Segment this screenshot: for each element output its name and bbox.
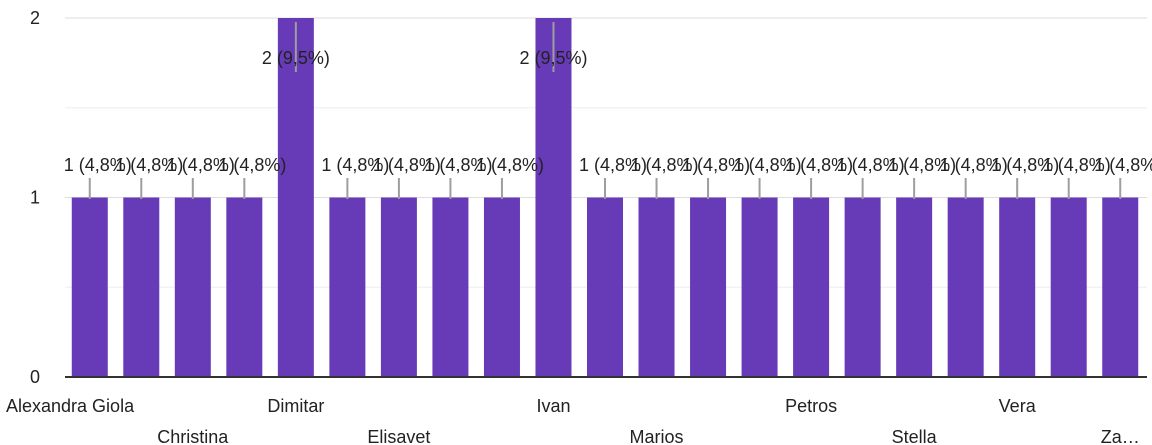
category-label: Vera <box>999 396 1037 416</box>
category-label: Elisavet <box>367 427 430 445</box>
bar <box>844 197 881 377</box>
bar <box>535 18 572 377</box>
data-label: 1 (4,8%) <box>631 155 699 175</box>
category-label: Petros <box>785 396 837 416</box>
bar <box>896 197 933 377</box>
category-label: Dimitar <box>267 396 324 416</box>
bar <box>226 197 263 377</box>
y-tick-label: 1 <box>30 188 40 208</box>
data-label: 1 (4,8%) <box>991 155 1059 175</box>
bar <box>587 197 623 377</box>
category-label: Za… <box>1101 427 1140 445</box>
data-label: 1 (4,8%) <box>682 155 750 175</box>
bar <box>638 197 675 377</box>
category-label: Ivan <box>536 396 570 416</box>
y-tick-label: 0 <box>30 367 40 387</box>
data-label: 1 (4,8%) <box>476 155 544 175</box>
bar <box>483 197 520 377</box>
data-label: 1 (4,8%) <box>115 155 183 175</box>
category-label: Stella <box>892 427 938 445</box>
bar <box>432 197 469 377</box>
bar <box>123 197 160 377</box>
category-label: Marios <box>630 427 684 445</box>
data-label: 1 (4,8%) <box>888 155 956 175</box>
data-label: 1 (4,8%) <box>167 155 235 175</box>
data-label: 1 (4,8%) <box>837 155 905 175</box>
data-label: 1 (4,8%) <box>1094 155 1152 175</box>
category-label: Alexandra Giola <box>6 396 135 416</box>
data-label: 1 (4,8%) <box>734 155 802 175</box>
data-label: 1 (4,8%) <box>64 155 132 175</box>
bar <box>741 197 778 377</box>
bar <box>1102 197 1139 377</box>
bar <box>380 197 417 377</box>
bar <box>1050 197 1087 377</box>
bar <box>71 197 108 377</box>
bar <box>329 197 366 377</box>
bar <box>174 197 211 377</box>
data-label: 1 (4,8%) <box>321 155 389 175</box>
bar <box>999 197 1036 377</box>
data-label: 1 (4,8%) <box>579 155 647 175</box>
data-label: 1 (4,8%) <box>218 155 286 175</box>
data-label: 1 (4,8%) <box>373 155 441 175</box>
data-label: 2 (9,5%) <box>519 48 587 68</box>
y-tick-label: 2 <box>30 8 40 28</box>
data-label: 1 (4,8%) <box>424 155 492 175</box>
bar <box>793 197 830 377</box>
bars <box>71 18 1139 377</box>
data-label: 1 (4,8%) <box>785 155 853 175</box>
bar <box>690 197 727 377</box>
category-label: Christina <box>157 427 229 445</box>
bar <box>947 197 984 377</box>
data-label: 1 (4,8%) <box>1043 155 1111 175</box>
data-label: 1 (4,8%) <box>940 155 1008 175</box>
bar <box>277 18 314 377</box>
data-label: 2 (9,5%) <box>262 48 330 68</box>
